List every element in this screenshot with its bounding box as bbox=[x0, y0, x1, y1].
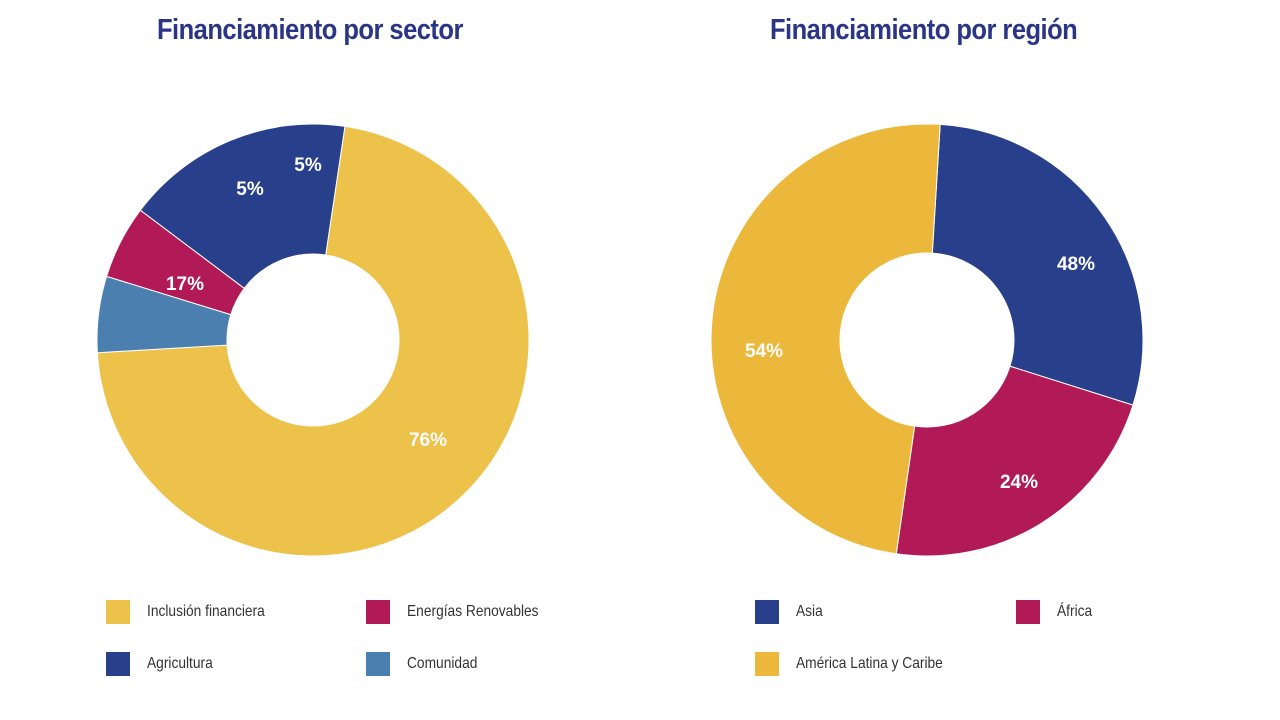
donut-slice-inclusion-financiera bbox=[96, 125, 530, 557]
slice-value-label: 48% bbox=[1057, 254, 1095, 275]
legend-swatch bbox=[1016, 600, 1040, 624]
legend-item-energias-renovables: Energías Renovables bbox=[366, 600, 560, 624]
legend-label: Asia bbox=[796, 603, 823, 620]
legend-label: África bbox=[1057, 603, 1093, 620]
legend-label: Inclusión financiera bbox=[147, 603, 265, 620]
legend-swatch bbox=[755, 600, 779, 624]
slice-value-label: 17% bbox=[166, 274, 204, 295]
legend-item-asia: Asia bbox=[755, 600, 827, 624]
legend-swatch bbox=[106, 652, 130, 676]
legend-swatch bbox=[755, 652, 779, 676]
region-donut: 48% 24% 54% bbox=[710, 123, 1144, 557]
legend-item-inclusion-financiera: Inclusión financiera bbox=[106, 600, 284, 624]
sector-donut: 76% 5% 5% 17% bbox=[96, 123, 530, 557]
slice-value-label: 5% bbox=[294, 155, 322, 176]
donut-slice-africa bbox=[895, 365, 1134, 557]
sector-chart-title: Financiamiento por sector bbox=[157, 14, 463, 46]
legend-swatch bbox=[366, 600, 390, 624]
legend-label: Comunidad bbox=[407, 655, 478, 672]
legend-label: Agricultura bbox=[147, 655, 213, 672]
donut-slice-america-latina-y-caribe bbox=[710, 123, 941, 555]
legend-item-comunidad: Comunidad bbox=[366, 652, 489, 676]
legend-item-america-latina-y-caribe: América Latina y Caribe bbox=[755, 652, 967, 676]
legend-swatch bbox=[366, 652, 390, 676]
legend-item-agricultura: Agricultura bbox=[106, 652, 223, 676]
donut-slice-agricultura bbox=[139, 123, 346, 290]
slice-value-label: 76% bbox=[409, 430, 447, 451]
legend-label: América Latina y Caribe bbox=[796, 655, 943, 672]
slice-value-label: 24% bbox=[1000, 472, 1038, 493]
region-chart-title: Financiamiento por región bbox=[770, 14, 1078, 46]
slice-value-label: 54% bbox=[745, 341, 783, 362]
slice-value-label: 5% bbox=[236, 179, 264, 200]
legend-label: Energías Renovables bbox=[407, 603, 539, 620]
legend-item-africa: África bbox=[1016, 600, 1098, 624]
legend-swatch bbox=[106, 600, 130, 624]
donut-slice-asia bbox=[931, 123, 1144, 406]
